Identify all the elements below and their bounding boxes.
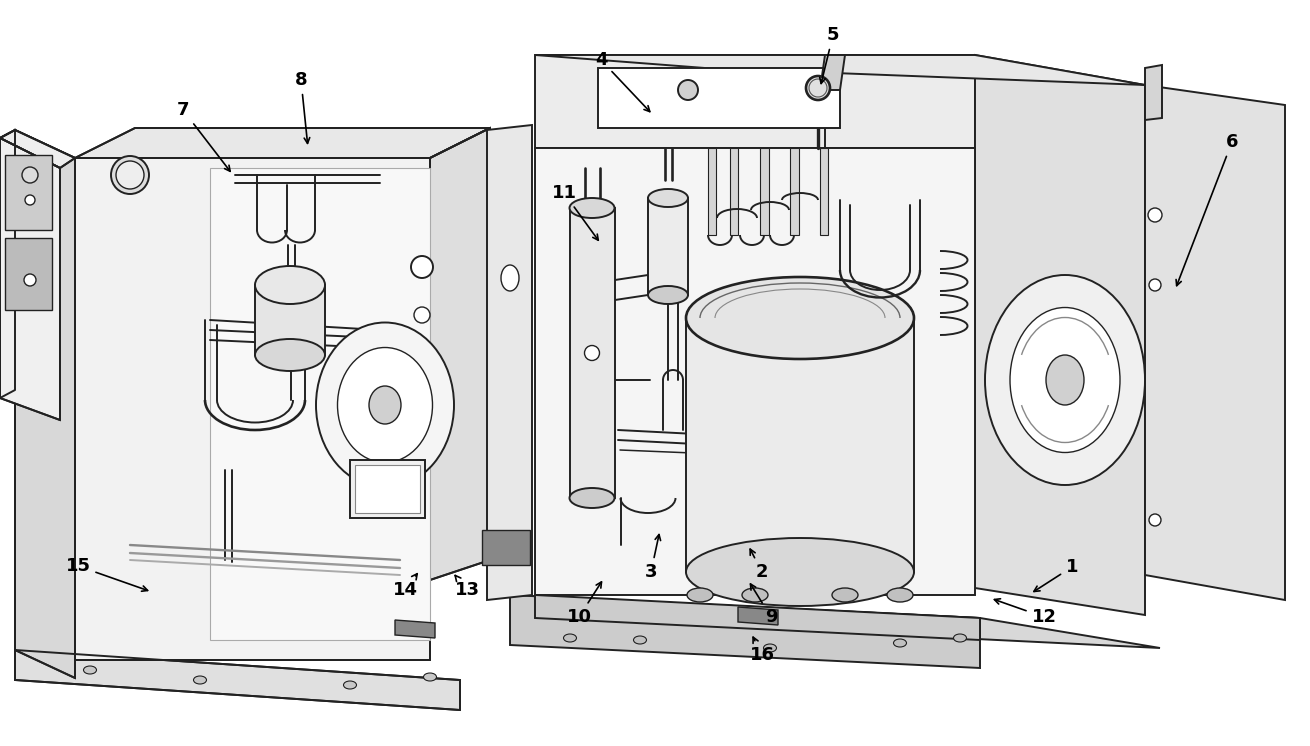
Ellipse shape: [634, 636, 647, 644]
Ellipse shape: [1010, 307, 1120, 453]
Ellipse shape: [414, 307, 430, 323]
Text: 8: 8: [295, 71, 309, 143]
Ellipse shape: [338, 348, 432, 463]
Ellipse shape: [1149, 514, 1161, 526]
Ellipse shape: [343, 681, 356, 689]
Polygon shape: [0, 130, 75, 168]
Polygon shape: [738, 607, 778, 625]
Ellipse shape: [84, 666, 97, 674]
Polygon shape: [5, 238, 52, 310]
Polygon shape: [487, 125, 532, 600]
Polygon shape: [534, 595, 980, 640]
Ellipse shape: [584, 345, 600, 360]
Text: 11: 11: [552, 184, 599, 240]
Text: 14: 14: [393, 574, 418, 599]
Ellipse shape: [25, 195, 35, 205]
Ellipse shape: [1045, 355, 1083, 405]
Polygon shape: [534, 55, 1145, 85]
Ellipse shape: [1149, 279, 1161, 291]
Polygon shape: [510, 595, 980, 668]
Bar: [355, 465, 421, 513]
Ellipse shape: [255, 266, 325, 304]
Polygon shape: [255, 285, 325, 355]
Polygon shape: [0, 130, 14, 398]
Ellipse shape: [194, 676, 207, 684]
Ellipse shape: [423, 673, 436, 681]
Ellipse shape: [887, 588, 913, 602]
Polygon shape: [820, 148, 828, 235]
Polygon shape: [760, 148, 769, 235]
Polygon shape: [570, 208, 614, 498]
Ellipse shape: [954, 634, 967, 642]
Polygon shape: [75, 158, 430, 660]
Text: 9: 9: [751, 584, 777, 626]
Polygon shape: [686, 318, 914, 572]
Ellipse shape: [316, 322, 455, 487]
Ellipse shape: [500, 265, 519, 291]
Polygon shape: [534, 55, 975, 148]
Polygon shape: [75, 128, 490, 158]
Text: 16: 16: [749, 637, 774, 664]
Polygon shape: [510, 595, 1159, 648]
Ellipse shape: [111, 156, 149, 194]
Text: 7: 7: [177, 101, 231, 172]
Polygon shape: [0, 138, 60, 420]
Polygon shape: [14, 650, 460, 710]
Text: 2: 2: [751, 549, 768, 581]
Polygon shape: [1145, 65, 1162, 120]
Ellipse shape: [893, 639, 907, 647]
Ellipse shape: [24, 274, 35, 286]
Bar: [482, 530, 531, 565]
Ellipse shape: [1148, 208, 1162, 222]
Polygon shape: [707, 148, 717, 235]
Ellipse shape: [648, 189, 688, 207]
Text: 6: 6: [1176, 133, 1238, 286]
Polygon shape: [210, 168, 430, 640]
Ellipse shape: [22, 167, 38, 183]
Ellipse shape: [563, 634, 576, 642]
Bar: [350, 460, 424, 518]
Text: 5: 5: [820, 26, 840, 84]
Text: 4: 4: [595, 51, 650, 112]
Text: 12: 12: [994, 599, 1056, 626]
Text: 10: 10: [566, 582, 601, 626]
Text: 3: 3: [645, 535, 660, 581]
Ellipse shape: [117, 161, 144, 189]
Polygon shape: [5, 155, 52, 230]
Ellipse shape: [570, 488, 614, 508]
Ellipse shape: [369, 386, 401, 424]
Polygon shape: [790, 148, 799, 235]
Ellipse shape: [832, 588, 858, 602]
Polygon shape: [730, 148, 738, 235]
Polygon shape: [534, 148, 975, 595]
Polygon shape: [14, 130, 75, 678]
Ellipse shape: [679, 80, 698, 100]
Text: 1: 1: [1034, 558, 1078, 592]
Text: 13: 13: [455, 575, 479, 599]
Polygon shape: [820, 55, 845, 90]
Ellipse shape: [411, 256, 434, 278]
Ellipse shape: [255, 339, 325, 371]
Polygon shape: [597, 68, 840, 128]
Ellipse shape: [806, 76, 831, 100]
Ellipse shape: [686, 538, 914, 606]
Ellipse shape: [741, 588, 768, 602]
Ellipse shape: [985, 275, 1145, 485]
Ellipse shape: [686, 588, 713, 602]
Ellipse shape: [648, 286, 688, 304]
Polygon shape: [648, 198, 688, 295]
Polygon shape: [396, 620, 435, 638]
Polygon shape: [430, 128, 490, 580]
Text: 15: 15: [66, 557, 148, 592]
Polygon shape: [1145, 85, 1285, 600]
Ellipse shape: [570, 198, 614, 218]
Ellipse shape: [764, 644, 777, 652]
Ellipse shape: [686, 277, 914, 359]
Polygon shape: [975, 55, 1145, 615]
